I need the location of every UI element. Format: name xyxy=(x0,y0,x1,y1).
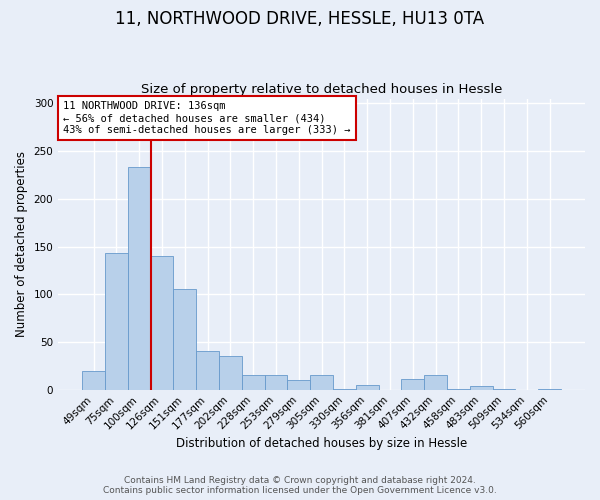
Bar xyxy=(82,370,105,390)
Bar xyxy=(333,389,356,390)
Bar xyxy=(287,380,310,390)
Text: 11 NORTHWOOD DRIVE: 136sqm
← 56% of detached houses are smaller (434)
43% of sem: 11 NORTHWOOD DRIVE: 136sqm ← 56% of deta… xyxy=(64,102,351,134)
Bar xyxy=(265,376,287,390)
Bar xyxy=(219,356,242,390)
Bar xyxy=(173,290,196,390)
X-axis label: Distribution of detached houses by size in Hessle: Distribution of detached houses by size … xyxy=(176,437,467,450)
Bar xyxy=(128,168,151,390)
Bar xyxy=(424,376,447,390)
Bar xyxy=(401,379,424,390)
Y-axis label: Number of detached properties: Number of detached properties xyxy=(15,151,28,337)
Bar xyxy=(151,256,173,390)
Bar xyxy=(242,376,265,390)
Bar xyxy=(356,385,379,390)
Bar xyxy=(105,253,128,390)
Text: Contains HM Land Registry data © Crown copyright and database right 2024.
Contai: Contains HM Land Registry data © Crown c… xyxy=(103,476,497,495)
Bar xyxy=(538,389,561,390)
Bar xyxy=(310,376,333,390)
Bar xyxy=(493,389,515,390)
Title: Size of property relative to detached houses in Hessle: Size of property relative to detached ho… xyxy=(141,83,502,96)
Bar xyxy=(196,350,219,390)
Bar xyxy=(470,386,493,390)
Bar xyxy=(447,389,470,390)
Text: 11, NORTHWOOD DRIVE, HESSLE, HU13 0TA: 11, NORTHWOOD DRIVE, HESSLE, HU13 0TA xyxy=(115,10,485,28)
